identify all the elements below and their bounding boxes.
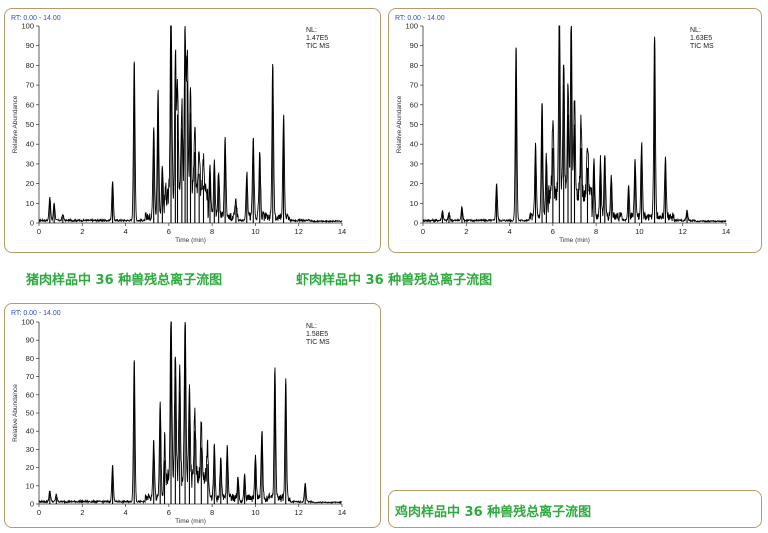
y-tick-label: 80 bbox=[26, 354, 34, 363]
x-tick-label: 10 bbox=[251, 508, 259, 517]
y-tick-label: 20 bbox=[26, 179, 34, 188]
x-tick-label: 10 bbox=[251, 227, 259, 236]
y-tick-label: 0 bbox=[30, 500, 34, 509]
y-tick-label: 30 bbox=[26, 445, 34, 454]
y-tick-label: 60 bbox=[26, 100, 34, 109]
y-tick-label: 60 bbox=[410, 100, 418, 109]
rt-range-label: RT: 0.00 - 14.00 bbox=[395, 15, 445, 22]
y-tick-label: 70 bbox=[410, 81, 418, 90]
y-axis-label: Relative Abundance bbox=[12, 95, 19, 153]
y-tick-label: 40 bbox=[410, 140, 418, 149]
x-tick-label: 6 bbox=[167, 227, 171, 236]
y-tick-label: 20 bbox=[410, 179, 418, 188]
x-tick-label: 14 bbox=[338, 508, 346, 517]
y-tick-label: 50 bbox=[26, 120, 34, 129]
x-tick-label: 8 bbox=[210, 508, 214, 517]
y-tick-label: 40 bbox=[26, 427, 34, 436]
x-tick-label: 2 bbox=[464, 227, 468, 236]
x-axis-label: Time (min) bbox=[175, 237, 206, 244]
rt-range-label: RT: 0.00 - 14.00 bbox=[11, 15, 61, 22]
caption-box-chicken: 鸡肉样品中 36 种兽残总离子流图 bbox=[388, 490, 762, 528]
y-tick-label: 80 bbox=[26, 61, 34, 70]
x-tick-label: 0 bbox=[421, 227, 425, 236]
y-tick-label: 90 bbox=[26, 336, 34, 345]
nl-label: NL: bbox=[690, 27, 701, 34]
tic-trace bbox=[38, 25, 343, 224]
y-tick-label: 90 bbox=[26, 41, 34, 50]
x-tick-label: 4 bbox=[123, 508, 127, 517]
y-axis-label: Relative Abundance bbox=[12, 384, 19, 442]
x-tick-label: 4 bbox=[507, 227, 511, 236]
y-tick-label: 100 bbox=[405, 22, 418, 31]
x-tick-label: 2 bbox=[80, 508, 84, 517]
y-tick-label: 60 bbox=[26, 390, 34, 399]
y-tick-label: 30 bbox=[26, 159, 34, 168]
caption-pork: 猪肉样品中 36 种兽残总离子流图 bbox=[26, 273, 223, 288]
nl-label: NL: bbox=[306, 323, 317, 330]
rt-range-label: RT: 0.00 - 14.00 bbox=[11, 310, 61, 317]
y-tick-label: 100 bbox=[21, 22, 34, 31]
caption-chicken: 鸡肉样品中 36 种兽残总离子流图 bbox=[395, 505, 592, 520]
y-tick-label: 50 bbox=[410, 120, 418, 129]
scan-mode: TIC MS bbox=[306, 43, 330, 50]
nl-value: 1.63E5 bbox=[690, 35, 712, 42]
x-tick-label: 10 bbox=[635, 227, 643, 236]
chart-panel-shrimp: RT: 0.00 - 14.00 NL: 1.63E5 TIC MS 0 10 20 30 40… bbox=[388, 8, 762, 253]
nl-value: 1.58E5 bbox=[306, 331, 328, 338]
x-tick-label: 2 bbox=[80, 227, 84, 236]
x-tick-label: 8 bbox=[210, 227, 214, 236]
x-tick-label: 12 bbox=[295, 227, 303, 236]
y-tick-label: 70 bbox=[26, 81, 34, 90]
y-tick-label: 50 bbox=[26, 409, 34, 418]
x-tick-label: 14 bbox=[338, 227, 346, 236]
x-tick-label: 0 bbox=[37, 227, 41, 236]
y-tick-label: 70 bbox=[26, 372, 34, 381]
tic-trace bbox=[422, 25, 727, 224]
y-tick-label: 30 bbox=[410, 159, 418, 168]
chart-panel-chicken: RT: 0.00 - 14.00 NL: 1.58E5 TIC MS 0 10 20 30 40… bbox=[4, 303, 381, 528]
scan-mode: TIC MS bbox=[306, 339, 330, 346]
x-tick-label: 4 bbox=[123, 227, 127, 236]
y-tick-label: 10 bbox=[26, 199, 34, 208]
x-tick-label: 0 bbox=[37, 508, 41, 517]
x-tick-label: 6 bbox=[551, 227, 555, 236]
x-tick-label: 8 bbox=[594, 227, 598, 236]
nl-label: NL: bbox=[306, 27, 317, 34]
scan-mode: TIC MS bbox=[690, 43, 714, 50]
y-tick-label: 40 bbox=[26, 140, 34, 149]
x-tick-label: 12 bbox=[679, 227, 687, 236]
y-tick-label: 0 bbox=[414, 219, 418, 228]
x-tick-label: 12 bbox=[295, 508, 303, 517]
nl-value: 1.47E5 bbox=[306, 35, 328, 42]
x-tick-label: 6 bbox=[167, 508, 171, 517]
y-tick-label: 0 bbox=[30, 219, 34, 228]
caption-shrimp: 虾肉样品中 36 种兽残总离子流图 bbox=[296, 273, 493, 288]
x-tick-label: 14 bbox=[722, 227, 730, 236]
y-tick-label: 20 bbox=[26, 463, 34, 472]
x-axis-label: Time (min) bbox=[559, 237, 590, 244]
tic-trace bbox=[38, 321, 342, 505]
x-axis-label: Time (min) bbox=[175, 518, 206, 525]
y-tick-label: 10 bbox=[26, 481, 34, 490]
chart-panel-pork: RT: 0.00 - 14.00 NL: 1.47E5 TIC MS 0 10 20 30 40… bbox=[4, 8, 381, 253]
y-axis-label: Relative Abundance bbox=[396, 95, 403, 153]
y-tick-label: 80 bbox=[410, 61, 418, 70]
y-tick-label: 100 bbox=[21, 318, 34, 327]
y-tick-label: 10 bbox=[410, 199, 418, 208]
y-tick-label: 90 bbox=[410, 41, 418, 50]
